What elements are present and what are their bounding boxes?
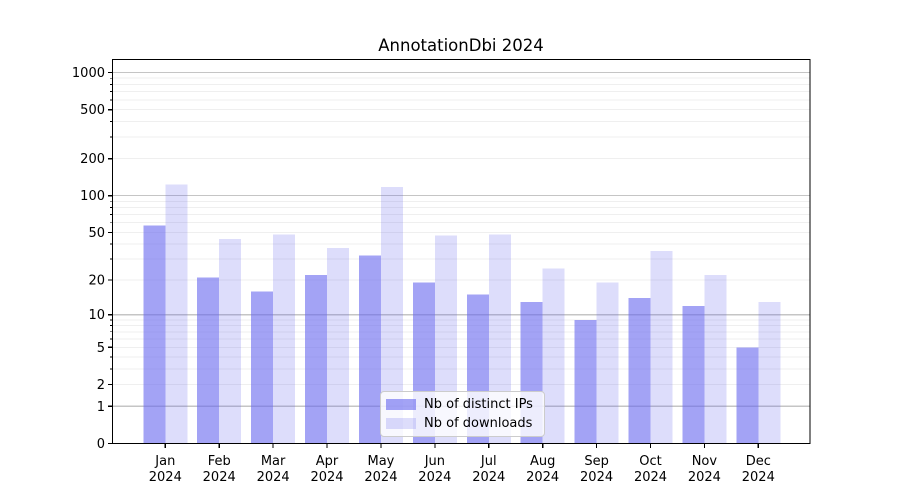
x-tick-label-year: 2024 (580, 470, 613, 485)
y-tick-label: 1000 (72, 66, 105, 81)
x-tick-label-month: Oct (639, 454, 661, 469)
bar-downloads-apr (327, 248, 350, 444)
bar-ips-oct (628, 298, 651, 444)
x-tick-label-year: 2024 (310, 470, 343, 485)
x-tick-label-month: Jul (480, 454, 497, 469)
legend-swatch-downloads (386, 418, 416, 429)
x-tick-label-month: May (367, 454, 394, 469)
x-tick-label-month: Sep (584, 454, 609, 469)
y-tick-label: 50 (88, 226, 105, 241)
bar-downloads-jan (165, 184, 188, 444)
bar-ips-sep (574, 319, 597, 444)
bar-downloads-feb (219, 239, 242, 444)
bar-ips-mar (251, 291, 274, 444)
x-tick-label-year: 2024 (418, 470, 451, 485)
bar-downloads-sep (596, 282, 619, 444)
y-tick-label: 200 (80, 152, 105, 167)
x-tick-label-year: 2024 (472, 470, 505, 485)
legend: Nb of distinct IPs Nb of downloads (380, 391, 545, 437)
x-tick-label-year: 2024 (742, 470, 775, 485)
bar-ips-apr (305, 275, 328, 444)
x-tick-label-year: 2024 (203, 470, 236, 485)
x-tick-label-month: Jun (424, 454, 445, 469)
bar-ips-may (358, 255, 381, 444)
y-tick-label: 20 (88, 274, 105, 289)
bar-downloads-mar (273, 234, 296, 444)
bar-ips-nov (682, 305, 705, 444)
y-tick-label: 500 (80, 103, 105, 118)
bar-ips-dec (736, 347, 759, 444)
x-tick-label-month: Apr (316, 454, 339, 469)
y-tick-label: 0 (97, 437, 105, 452)
y-tick-label: 5 (97, 341, 105, 356)
y-tick-label: 2 (97, 378, 105, 393)
x-tick-label-month: Dec (746, 454, 771, 469)
x-tick-label-month: Nov (692, 454, 718, 469)
bar-downloads-may (380, 186, 403, 444)
bar-ips-jan (143, 225, 166, 444)
x-tick-label-year: 2024 (149, 470, 182, 485)
bar-downloads-aug (542, 268, 565, 444)
x-tick-label-year: 2024 (257, 470, 290, 485)
y-tick-label: 10 (88, 308, 105, 323)
bar-downloads-dec (758, 301, 781, 444)
chart-title: AnnotationDbi 2024 (378, 36, 544, 55)
y-tick-label: 100 (80, 189, 105, 204)
x-tick-label-month: Jan (154, 454, 175, 469)
x-tick-label-year: 2024 (688, 470, 721, 485)
x-tick-label-year: 2024 (526, 470, 559, 485)
legend-item-downloads: Nb of downloads (386, 416, 536, 431)
plot-border (111, 58, 811, 445)
x-tick-label-month: Aug (530, 454, 555, 469)
bar-ips-feb (197, 277, 220, 444)
bar-downloads-oct (650, 251, 673, 444)
legend-label-downloads: Nb of downloads (424, 416, 533, 431)
x-tick-label-month: Feb (208, 454, 231, 469)
bar-downloads-nov (704, 275, 727, 444)
legend-swatch-distinct-ips (386, 399, 416, 410)
y-tick-label: 1 (97, 400, 105, 415)
legend-label-distinct-ips: Nb of distinct IPs (424, 397, 533, 412)
x-tick-label-year: 2024 (364, 470, 397, 485)
legend-item-distinct-ips: Nb of distinct IPs (386, 397, 536, 412)
x-tick-label-month: Mar (261, 454, 286, 469)
x-tick-label-year: 2024 (634, 470, 667, 485)
